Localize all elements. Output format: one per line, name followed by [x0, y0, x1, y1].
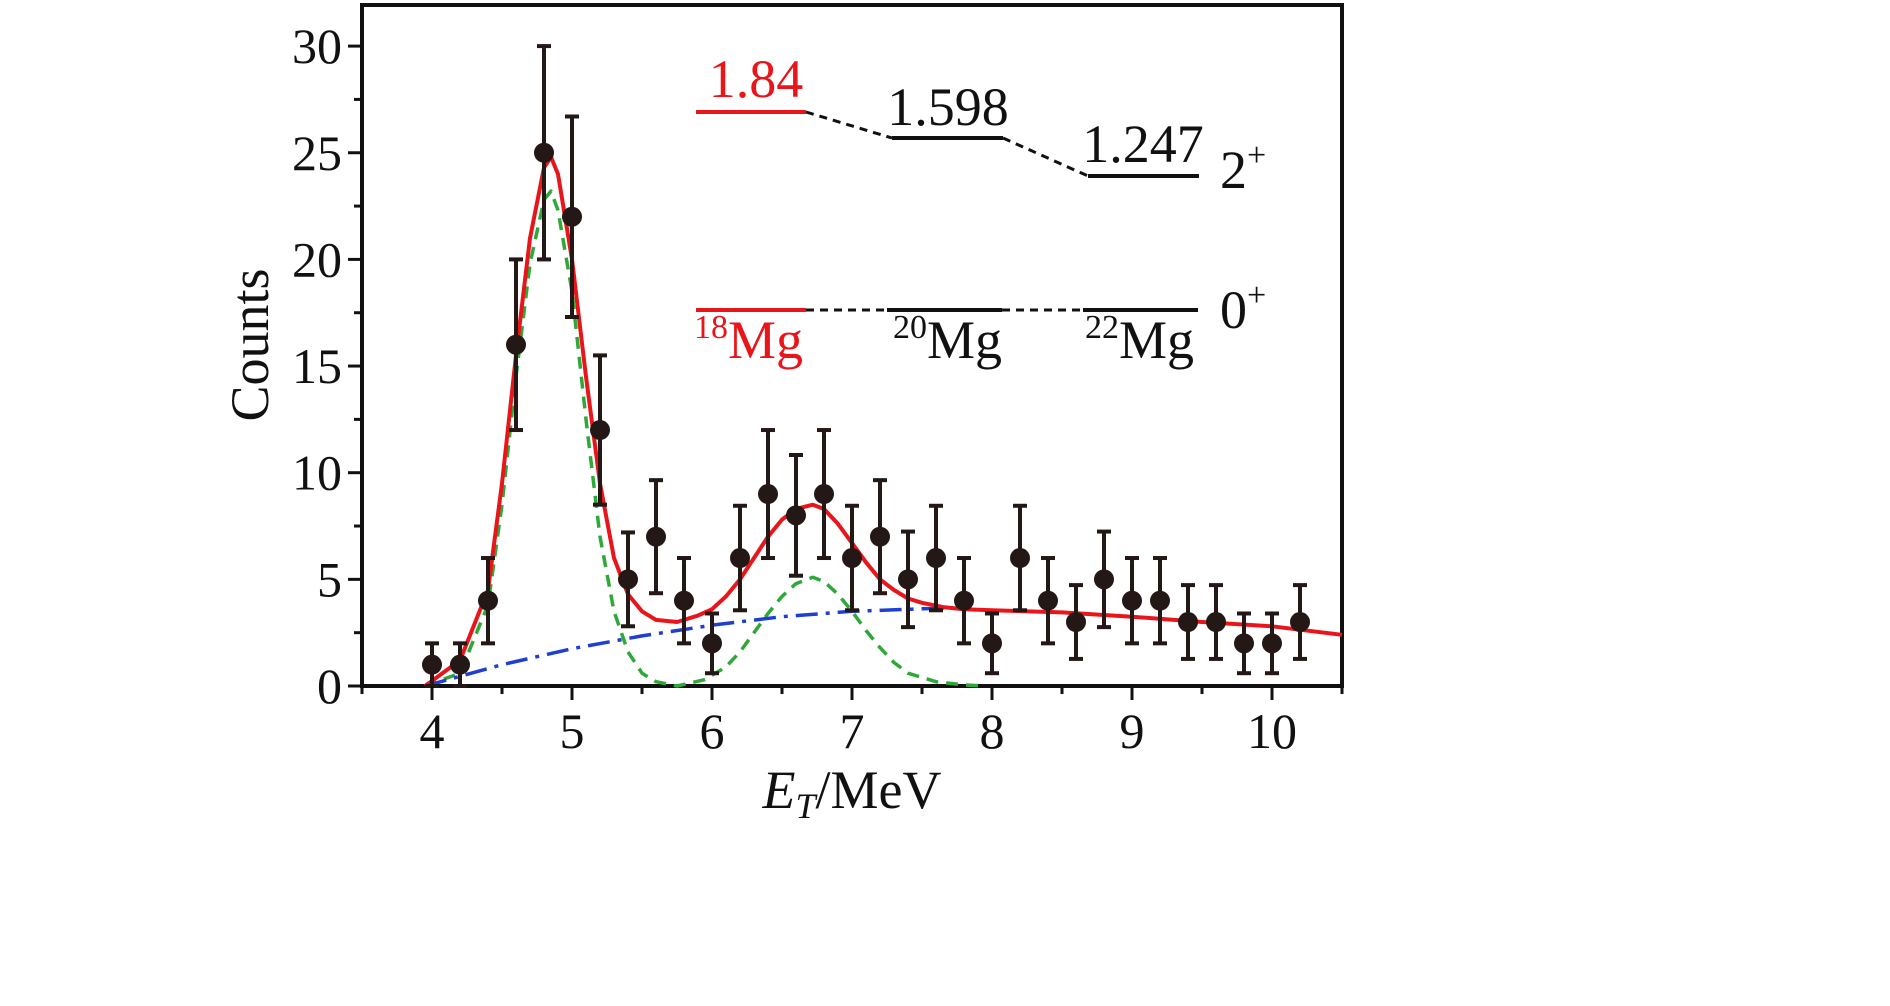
spin-label-0plus: 0+ [1220, 277, 1266, 340]
y-tick-label-30: 30 [292, 18, 342, 74]
x-axis-title-rest: /MeV [816, 760, 942, 820]
x-axis-title-main: E [761, 760, 795, 820]
data-point-28 [1206, 612, 1226, 633]
data-point-31 [1290, 612, 1310, 633]
nucleus-label-18mg: 18Mg [694, 309, 803, 370]
data-point-26 [1150, 590, 1170, 611]
data-point-24 [1094, 569, 1114, 590]
data-point-5 [562, 206, 582, 227]
nucleus-label-20mg: 20Mg [893, 309, 1002, 370]
data-point-11 [730, 548, 750, 569]
y-axis-title: Counts [220, 268, 280, 421]
x-tick-label-10: 10 [1247, 703, 1297, 759]
data-point-30 [1262, 633, 1282, 654]
data-points [422, 142, 1310, 675]
data-point-4 [534, 142, 554, 163]
y-tick-label-25: 25 [292, 125, 342, 181]
spin-label-2plus: 2+ [1220, 137, 1266, 200]
x-axis: 4 5 6 7 8 9 10 [360, 686, 1344, 759]
fit-peaks-line [424, 189, 986, 688]
energy-label-22mg: 1.247 [1082, 114, 1204, 174]
energy-label-20mg: 1.598 [887, 77, 1009, 137]
data-point-3 [506, 334, 526, 355]
data-point-0 [422, 654, 442, 675]
data-point-8 [646, 526, 666, 547]
data-point-19 [954, 590, 974, 611]
y-tick-label-5: 5 [317, 551, 342, 607]
data-point-16 [870, 526, 890, 547]
data-point-6 [590, 420, 610, 441]
data-point-18 [926, 548, 946, 569]
data-point-15 [842, 548, 862, 569]
energy-label-18mg: 1.84 [709, 49, 804, 109]
x-tick-label-7: 7 [840, 703, 865, 759]
x-tick-label-5: 5 [560, 703, 585, 759]
data-point-25 [1122, 590, 1142, 611]
nucleus-label-22mg: 22Mg [1085, 309, 1194, 370]
x-axis-title-sub: T [795, 786, 818, 826]
x-tick-label-9: 9 [1120, 703, 1145, 759]
data-point-23 [1066, 612, 1086, 633]
fit-background-line [424, 606, 951, 688]
data-point-29 [1234, 633, 1254, 654]
y-tick-label-15: 15 [292, 338, 342, 394]
x-tick-label-8: 8 [980, 703, 1005, 759]
level-connector-2plus-b [1002, 136, 1089, 178]
data-point-1 [450, 654, 470, 675]
data-point-17 [898, 569, 918, 590]
x-tick-label-4: 4 [420, 703, 445, 759]
y-tick-label-20: 20 [292, 231, 342, 287]
x-tick-label-6: 6 [700, 703, 725, 759]
fit-total-line [423, 155, 1343, 688]
y-tick-label-10: 10 [292, 445, 342, 501]
x-axis-title: ET/MeV [761, 760, 941, 826]
data-point-2 [478, 590, 498, 611]
data-point-22 [1038, 590, 1058, 611]
level-connector-2plus-a [805, 110, 893, 140]
y-axis: 0 5 10 15 20 25 30 [292, 18, 362, 714]
data-point-21 [1010, 548, 1030, 569]
data-point-10 [702, 633, 722, 654]
data-point-12 [758, 484, 778, 505]
data-point-13 [786, 505, 806, 526]
data-point-20 [982, 633, 1002, 654]
level-scheme: 1.84 1.598 1.247 2+ 0+ 18Mg 20Mg 22Mg [694, 49, 1266, 370]
data-point-27 [1178, 612, 1198, 633]
data-point-7 [618, 569, 638, 590]
y-tick-label-0: 0 [317, 658, 342, 714]
fit-lines [423, 155, 1343, 688]
data-point-9 [674, 590, 694, 611]
data-point-14 [814, 484, 834, 505]
